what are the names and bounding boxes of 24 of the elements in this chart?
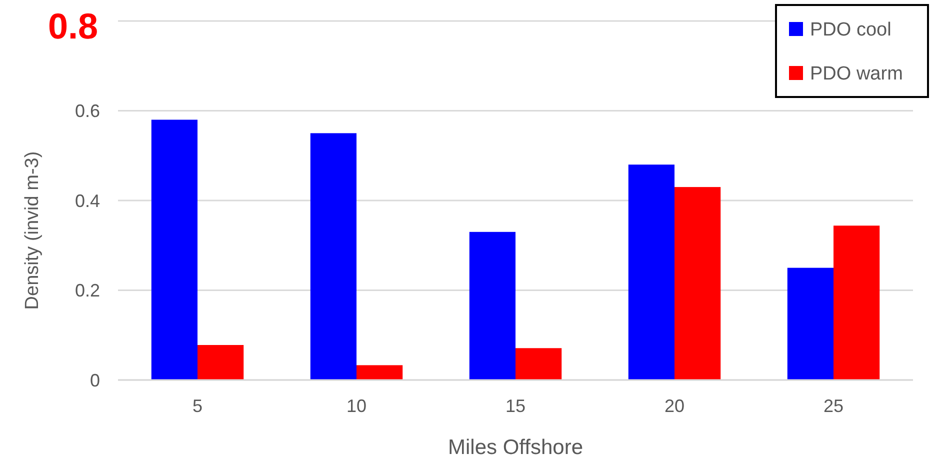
y-tick-label: 0.4: [74, 190, 100, 211]
x-tick-label: 15: [505, 396, 526, 416]
text: 0.8: [48, 6, 98, 47]
bar: [151, 120, 198, 380]
y-tick-label: 0.2: [74, 280, 100, 301]
legend-label: PDO warm: [810, 64, 903, 85]
bar: [834, 226, 880, 380]
x-tick-label: 10: [346, 396, 367, 416]
bar: [310, 133, 356, 380]
x-axis-title: Miles Offshore: [448, 436, 583, 459]
bar: [469, 232, 516, 380]
x-tick-label: 20: [664, 396, 685, 416]
bar: [356, 365, 403, 380]
y-tick-label: 0.6: [74, 101, 100, 122]
x-tick-label: 25: [823, 396, 844, 416]
y-axis-title: Density (invid m-3): [22, 151, 43, 310]
bar: [674, 187, 721, 380]
bar: [516, 348, 562, 380]
bar: [198, 344, 244, 380]
x-tick-label: 5: [192, 396, 203, 416]
bar: [628, 164, 674, 380]
bar: [787, 268, 834, 380]
y-tick-label: 0: [90, 370, 100, 390]
legend-label: PDO cool: [810, 20, 892, 41]
